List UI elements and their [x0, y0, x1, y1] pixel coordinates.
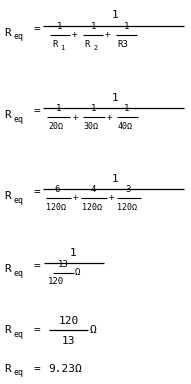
Text: R: R: [4, 28, 11, 38]
Text: R: R: [4, 191, 11, 201]
Text: =: =: [33, 325, 40, 335]
Text: +: +: [73, 193, 78, 202]
Text: 120: 120: [48, 277, 64, 286]
Text: +: +: [108, 193, 113, 202]
Text: R: R: [4, 264, 11, 274]
Text: 30Ω: 30Ω: [83, 122, 98, 131]
Text: R3: R3: [117, 40, 128, 49]
Text: 1: 1: [124, 104, 130, 113]
Text: 1: 1: [61, 45, 65, 51]
Text: 9.23Ω: 9.23Ω: [49, 364, 83, 374]
Text: 13: 13: [62, 336, 75, 346]
Text: 1: 1: [111, 93, 118, 103]
Text: Ω: Ω: [75, 268, 80, 277]
Text: =: =: [33, 106, 40, 116]
Text: eq: eq: [14, 330, 24, 339]
Text: 13: 13: [58, 260, 68, 269]
Text: 1: 1: [111, 10, 118, 20]
Text: 1: 1: [57, 22, 62, 31]
Text: 2: 2: [94, 45, 98, 51]
Text: eq: eq: [14, 268, 24, 278]
Text: 120Ω: 120Ω: [117, 203, 137, 212]
Text: eq: eq: [14, 368, 24, 377]
Text: 20Ω: 20Ω: [48, 122, 63, 131]
Text: =: =: [33, 261, 40, 271]
Text: 40Ω: 40Ω: [117, 122, 132, 131]
Text: eq: eq: [14, 115, 24, 124]
Text: 120: 120: [59, 316, 79, 326]
Text: 3: 3: [125, 185, 131, 194]
Text: +: +: [105, 30, 110, 39]
Text: R: R: [85, 40, 90, 49]
Text: R: R: [4, 325, 11, 335]
Text: R: R: [52, 40, 57, 49]
Text: 1: 1: [56, 104, 61, 113]
Text: +: +: [72, 30, 77, 39]
Text: 1: 1: [123, 22, 129, 31]
Text: =: =: [33, 187, 40, 197]
Text: 6: 6: [55, 185, 60, 194]
Text: Ω: Ω: [90, 325, 96, 335]
Text: eq: eq: [14, 195, 24, 205]
Text: =: =: [33, 364, 40, 374]
Text: 1: 1: [91, 104, 96, 113]
Text: 120Ω: 120Ω: [46, 203, 66, 212]
Text: 1: 1: [70, 248, 77, 258]
Text: 1: 1: [91, 22, 96, 31]
Text: =: =: [33, 24, 40, 34]
Text: eq: eq: [14, 32, 24, 41]
Text: +: +: [72, 113, 78, 122]
Text: 120Ω: 120Ω: [82, 203, 102, 212]
Text: R: R: [4, 364, 11, 374]
Text: R: R: [4, 110, 11, 120]
Text: 4: 4: [91, 185, 96, 194]
Text: +: +: [107, 113, 112, 122]
Text: 1: 1: [111, 174, 118, 184]
